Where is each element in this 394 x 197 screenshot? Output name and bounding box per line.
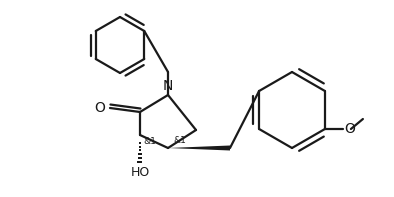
Text: O: O — [344, 122, 355, 136]
Text: &1: &1 — [143, 137, 156, 146]
Text: HO: HO — [130, 166, 150, 179]
Text: O: O — [94, 101, 105, 115]
Polygon shape — [168, 146, 230, 151]
Text: N: N — [163, 79, 173, 93]
Text: &1: &1 — [173, 136, 186, 145]
